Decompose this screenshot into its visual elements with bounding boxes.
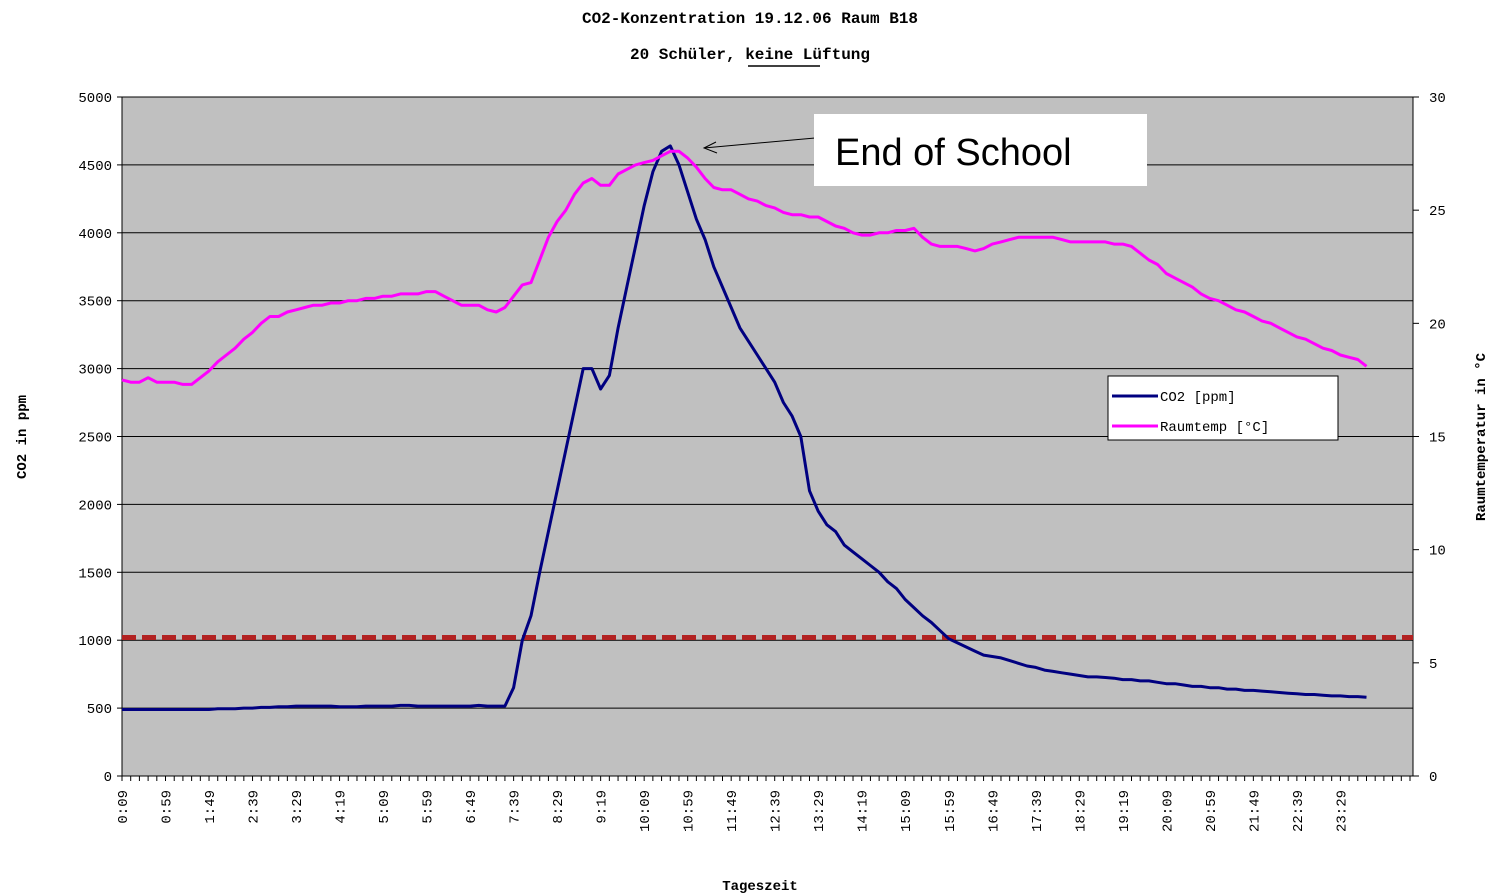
x-tick-label: 15:09 [899, 790, 915, 832]
y2-tick-label: 15 [1429, 431, 1446, 447]
x-tick-label: 18:29 [1073, 790, 1089, 832]
annotation-text: End of School [835, 132, 1072, 174]
x-tick-label: 2:39 [247, 790, 263, 824]
x-tick-label: 8:29 [551, 790, 567, 824]
legend-label: CO2 [ppm] [1160, 390, 1236, 406]
x-tick-label: 7:39 [508, 790, 524, 824]
series-line [121, 149, 1368, 386]
y2-tick-label: 0 [1429, 770, 1437, 786]
x-tick-label: 11:49 [725, 790, 741, 832]
x-tick-label: 4:19 [334, 790, 350, 824]
x-tick-label: 20:59 [1204, 790, 1220, 832]
y-axis-label: CO2 in ppm [15, 395, 31, 479]
x-tick-label: 6:49 [464, 790, 480, 824]
legend-box [1107, 375, 1339, 441]
x-tick-label: 19:19 [1117, 790, 1133, 832]
annotation-box [814, 114, 1147, 186]
x-tick-label: 0:09 [116, 790, 132, 824]
y-tick-label: 5000 [78, 91, 112, 107]
annotation-arrow [703, 137, 816, 149]
x-tick-label: 1:49 [203, 790, 219, 824]
x-tick-label: 14:19 [856, 790, 872, 832]
x-tick-label: 3:29 [290, 790, 306, 824]
y-tick-label: 2000 [78, 498, 112, 514]
y2-tick-label: 25 [1429, 204, 1446, 220]
y-tick-label: 0 [104, 770, 112, 786]
x-tick-label: 5:09 [377, 790, 393, 824]
chart-title: CO2-Konzentration 19.12.06 Raum B18 [582, 10, 918, 28]
annotation-arrowhead [702, 141, 718, 154]
y2-tick-label: 5 [1429, 657, 1437, 673]
x-tick-label: 10:59 [682, 790, 698, 832]
x-tick-label: 0:59 [160, 790, 176, 824]
y-tick-label: 2500 [78, 431, 112, 447]
x-tick-label: 13:29 [812, 790, 828, 832]
y2-tick-label: 30 [1429, 91, 1446, 107]
x-tick-label: 16:49 [986, 790, 1002, 832]
x-tick-label: 22:39 [1291, 790, 1307, 832]
x-tick-label: 5:59 [421, 790, 437, 824]
x-tick-label: 21:49 [1247, 790, 1263, 832]
x-tick-label: 9:19 [595, 790, 611, 824]
x-tick-label: 20:09 [1160, 790, 1176, 832]
y-tick-label: 1000 [78, 634, 112, 650]
x-tick-label: 10:09 [638, 790, 654, 832]
y2-tick-label: 10 [1429, 544, 1446, 560]
y-tick-label: 4500 [78, 159, 112, 175]
x-axis-label: Tageszeit [722, 879, 798, 895]
y2-axis-label: Raumtemperatur in °C [1474, 352, 1490, 521]
x-tick-label: 15:59 [943, 790, 959, 832]
x-tick-label: 12:39 [769, 790, 785, 832]
series-line [122, 144, 1367, 711]
legend-label: Raumtemp [°C] [1160, 420, 1269, 436]
y-tick-label: 3500 [78, 295, 112, 311]
y2-tick-label: 20 [1429, 317, 1446, 333]
y-tick-label: 3000 [78, 363, 112, 379]
chart-subtitle: 20 Schüler, keine Lüftung [630, 46, 870, 64]
y-tick-label: 1500 [78, 566, 112, 582]
x-tick-label: 17:39 [1030, 790, 1046, 832]
y-tick-label: 4000 [78, 227, 112, 243]
y-tick-label: 500 [87, 702, 112, 718]
x-tick-label: 23:29 [1334, 790, 1350, 832]
